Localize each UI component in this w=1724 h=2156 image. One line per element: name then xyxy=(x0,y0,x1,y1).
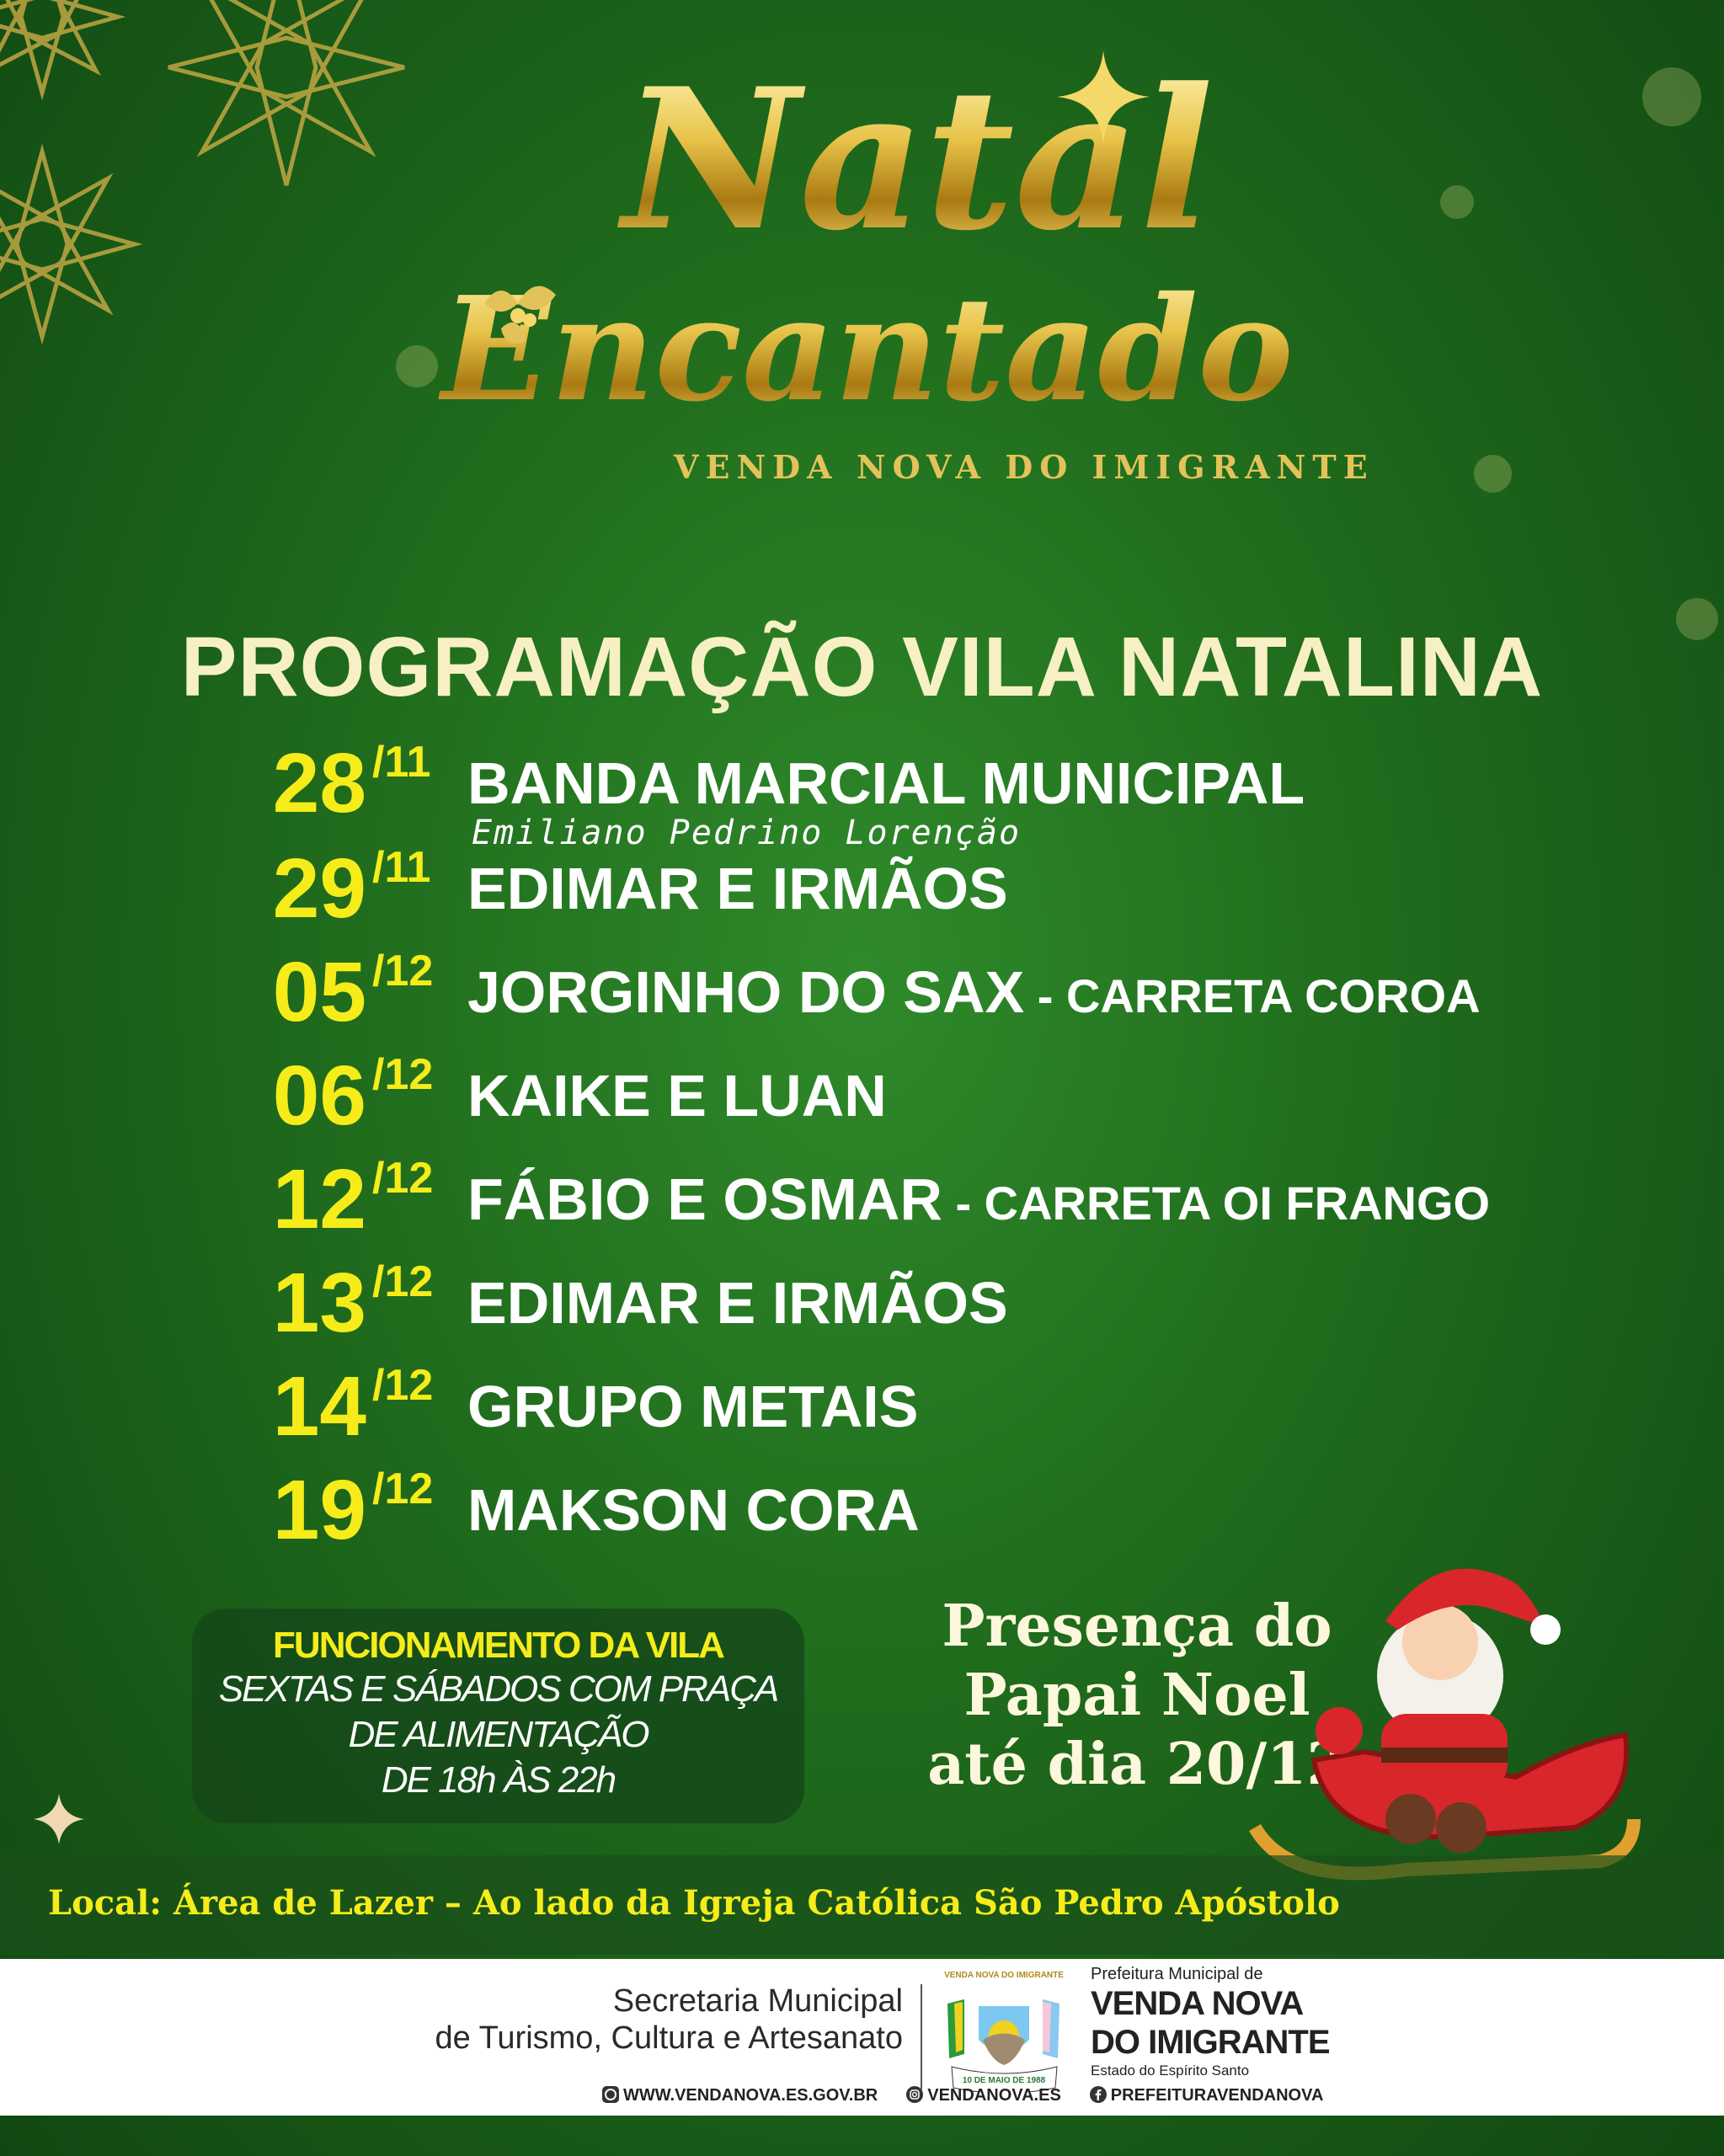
artist-name: GRUPO METAIS xyxy=(467,1374,919,1439)
snowflakes-decoration xyxy=(0,0,405,345)
event-day: 14 xyxy=(272,1359,366,1454)
artist-name: EDIMAR E IRMÃOS xyxy=(467,856,1008,921)
opening-hours-line: SEXTAS E SÁBADOS COM PRAÇA xyxy=(218,1668,780,1710)
footer: Secretaria Municipal de Turismo, Cultura… xyxy=(0,1959,1724,2116)
pref-name: DO IMIGRANTE xyxy=(1091,2024,1331,2061)
artist-name: FÁBIO E OSMAR xyxy=(467,1166,942,1232)
bokeh-light xyxy=(1440,185,1474,219)
event-month: /11 xyxy=(372,843,431,892)
event-artist: EDIMAR E IRMÃOS xyxy=(467,859,1008,922)
logo-encantado: Encantado xyxy=(404,261,1331,438)
santa-sleigh-illustration xyxy=(1249,1568,1641,1881)
facebook-icon xyxy=(1089,2086,1107,2103)
opening-hours-box: FUNCIONAMENTO DA VILA SEXTAS E SÁBADOS C… xyxy=(192,1609,804,1823)
event-day: 06 xyxy=(272,1049,366,1143)
snowflake-icon xyxy=(0,0,126,101)
instagram-icon xyxy=(906,2086,924,2103)
opening-hours-line: DE 18h ÀS 22h xyxy=(381,1759,616,1801)
artist-name: MAKSON CORA xyxy=(467,1477,920,1543)
santa-line: até dia 20/12 xyxy=(927,1731,1347,1798)
pref-top: Prefeitura Municipal de xyxy=(1091,1965,1263,1983)
schedule-row: 14 /12 GRUPO METAIS xyxy=(0,1360,1724,1453)
artist-name: EDIMAR E IRMÃOS xyxy=(467,1270,1008,1336)
event-day: 12 xyxy=(272,1152,366,1246)
facebook-text: PREFEITURAVENDANOVA xyxy=(1110,2086,1324,2105)
schedule-row: 12 /12 FÁBIO E OSMAR - CARRETA OI FRANGO xyxy=(0,1153,1724,1246)
website-text: WWW.VENDANOVA.ES.GOV.BR xyxy=(623,2086,878,2105)
santa-line: Presença do xyxy=(942,1593,1332,1660)
bokeh-light xyxy=(1474,455,1512,493)
holly-icon xyxy=(484,286,556,344)
event-month: /12 xyxy=(372,1465,434,1513)
crest-ribbon-text: 10 DE MAIO DE 1988 xyxy=(963,2076,1046,2085)
schedule-row: 19 /12 MAKSON CORA xyxy=(0,1464,1724,1556)
artist-name: JORGINHO DO SAX xyxy=(467,959,1025,1025)
artist-extra: - CARRETA COROA xyxy=(1024,969,1481,1022)
event-month: /12 xyxy=(372,1154,434,1203)
logo-subtitle: VENDA NOVA DO IMIGRANTE xyxy=(674,448,1374,486)
bokeh-light xyxy=(1642,67,1701,126)
schedule-row: 06 /12 KAIKE E LUAN xyxy=(0,1049,1724,1142)
event-artist: EDIMAR E IRMÃOS xyxy=(467,1273,1008,1337)
event-day: 05 xyxy=(272,945,366,1039)
opening-hours-line: DE ALIMENTAÇÃO xyxy=(348,1714,650,1755)
instagram-link[interactable]: VENDANOVA.ES xyxy=(906,2085,1061,2105)
natal-encantado-logo: Natal Encantado VENDA NOVA DO IMIGRANTE xyxy=(404,59,1367,497)
snowflake-icon xyxy=(0,143,143,345)
event-month: /12 xyxy=(372,1050,434,1099)
secretaria-line: de Turismo, Cultura e Artesanato xyxy=(435,2020,903,2056)
event-month: /11 xyxy=(372,738,431,787)
location-strip xyxy=(0,1855,1724,1955)
opening-hours-title: FUNCIONAMENTO DA VILA xyxy=(273,1625,725,1666)
schedule-row: 28 /11 BANDA MARCIAL MUNICIPAL xyxy=(0,737,1724,830)
artist-extra: - CARRETA OI FRANGO xyxy=(942,1177,1491,1230)
event-day: 28 xyxy=(272,736,366,830)
event-artist: BANDA MARCIAL MUNICIPAL xyxy=(467,754,1305,817)
star-icon xyxy=(1057,51,1150,143)
logo-natal: Natal xyxy=(505,59,1331,261)
event-month: /12 xyxy=(372,947,434,995)
pref-state: Estado do Espírito Santo xyxy=(1091,2063,1250,2079)
event-artist: MAKSON CORA xyxy=(467,1481,920,1544)
globe-icon xyxy=(602,2086,619,2103)
social-links: WWW.VENDANOVA.ES.GOV.BR VENDANOVA.ES PRE… xyxy=(602,2085,1323,2105)
schedule-row: 13 /12 EDIMAR E IRMÃOS xyxy=(0,1257,1724,1349)
event-day: 19 xyxy=(272,1463,366,1557)
event-day: 29 xyxy=(272,841,366,936)
santa-presence-text: Presença do Papai Noel até dia 20/12 xyxy=(910,1592,1364,1799)
facebook-link[interactable]: PREFEITURAVENDANOVA xyxy=(1089,2085,1324,2105)
pref-name: VENDA NOVA xyxy=(1091,1985,1304,2022)
schedule-row: 05 /12 JORGINHO DO SAX - CARRETA COROA xyxy=(0,946,1724,1038)
secretaria-line: Secretaria Municipal xyxy=(612,1983,903,2019)
prefeitura-logo: Prefeitura Municipal de VENDA NOVA DO IM… xyxy=(1091,1964,1331,2079)
website-link[interactable]: WWW.VENDANOVA.ES.GOV.BR xyxy=(602,2085,878,2105)
schedule-row: 29 /11 EDIMAR E IRMÃOS xyxy=(0,842,1724,935)
artist-name: KAIKE E LUAN xyxy=(467,1063,887,1129)
artist-subtitle: Emiliano Pedrino Lorenção xyxy=(472,814,1022,852)
event-artist: GRUPO METAIS xyxy=(467,1377,918,1440)
artist-name: BANDA MARCIAL MUNICIPAL xyxy=(467,750,1305,816)
location-text: Local: Área de Lazer – Ao lado da Igreja… xyxy=(48,1883,1340,1923)
event-artist: KAIKE E LUAN xyxy=(467,1066,887,1129)
page-title: PROGRAMAÇÃO VILA NATALINA xyxy=(180,620,1544,714)
event-month: /12 xyxy=(372,1361,434,1410)
event-artist: JORGINHO DO SAX - CARRETA COROA xyxy=(467,963,1481,1026)
sparkle-icon xyxy=(34,1794,84,1844)
santa-line: Papai Noel xyxy=(963,1662,1310,1729)
event-month: /12 xyxy=(372,1257,434,1306)
crest-top-text: VENDA NOVA DO IMIGRANTE xyxy=(944,1971,1064,1980)
bokeh-light xyxy=(1676,598,1718,640)
event-artist: FÁBIO E OSMAR - CARRETA OI FRANGO xyxy=(467,1170,1490,1233)
secretaria-name: Secretaria Municipal de Turismo, Cultura… xyxy=(435,1983,903,2057)
snowflake-icon xyxy=(168,0,405,186)
bokeh-light xyxy=(396,345,438,387)
divider xyxy=(921,1984,922,2089)
municipal-crest-logo: VENDA NOVA DO IMIGRANTE 10 DE MAIO DE 19… xyxy=(944,1971,1064,2092)
instagram-text: VENDANOVA.ES xyxy=(927,2086,1061,2105)
event-day: 13 xyxy=(272,1256,366,1350)
